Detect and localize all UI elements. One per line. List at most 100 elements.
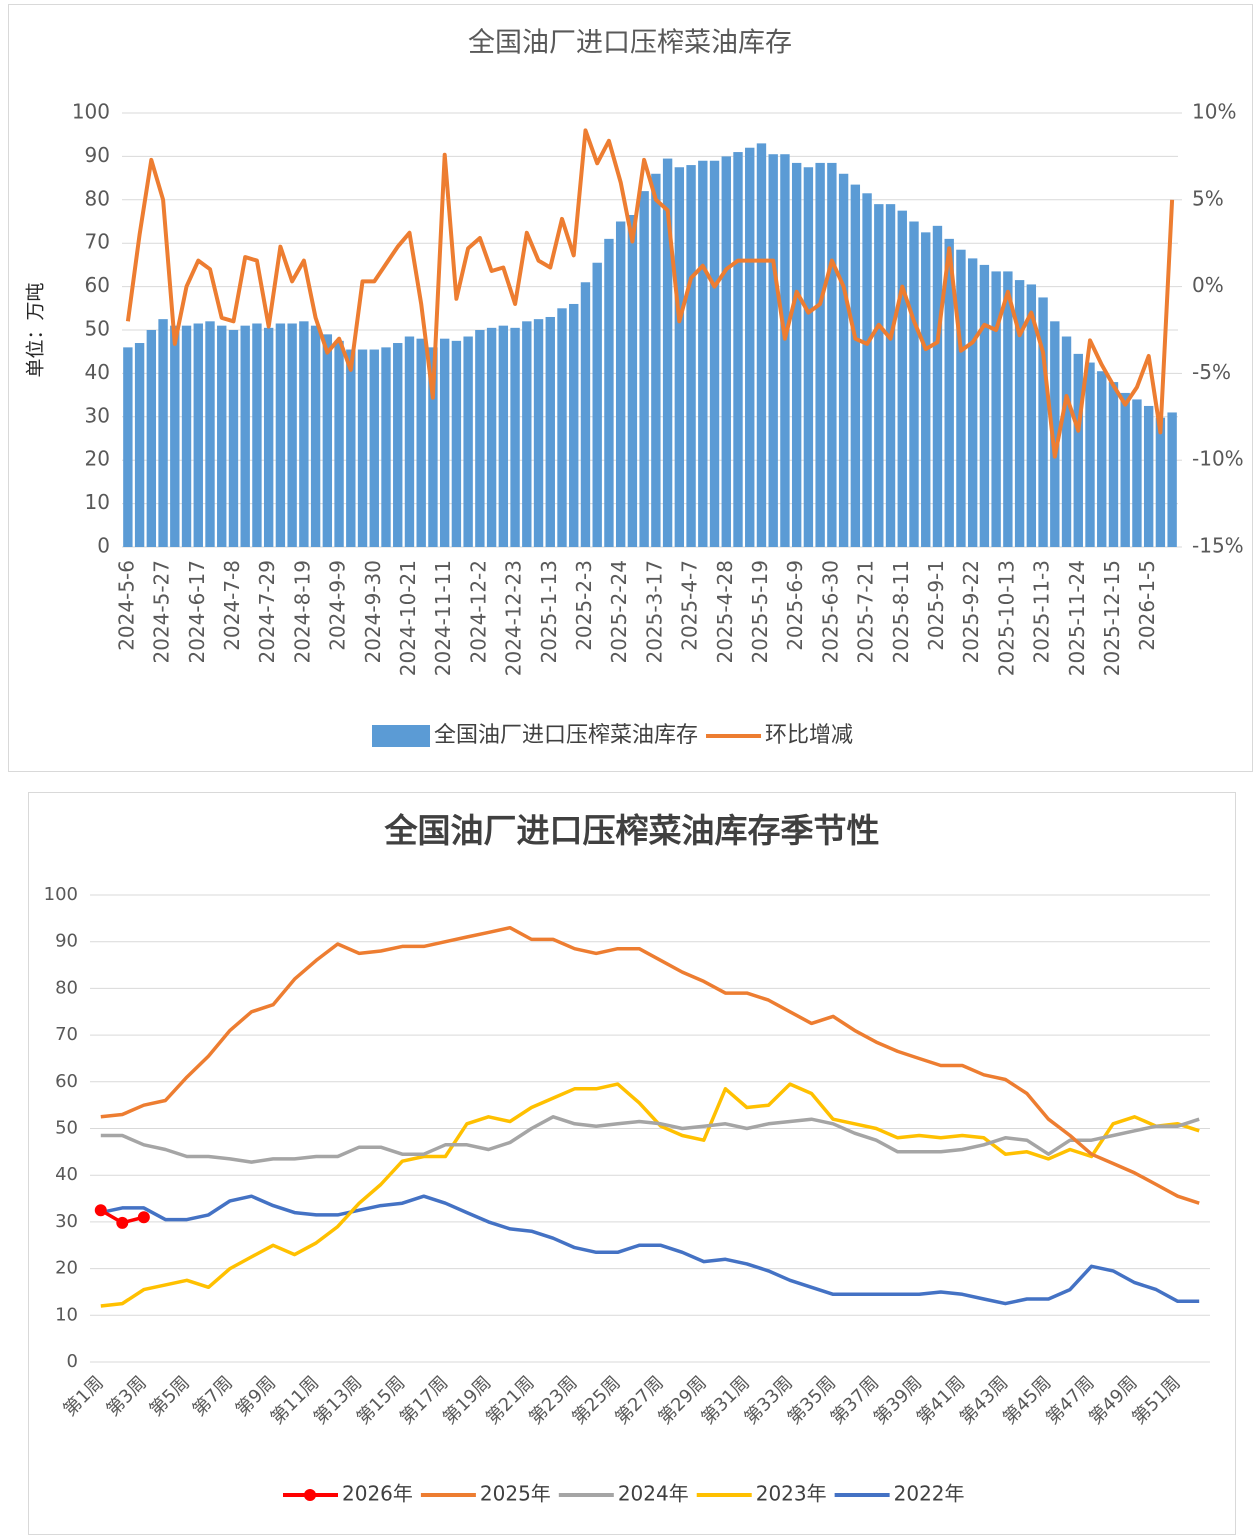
x-tick-label: 2024-12-2 — [466, 560, 490, 664]
line-series — [100, 1115, 1200, 1164]
line-series — [100, 1194, 1200, 1306]
bar — [991, 271, 1001, 547]
y-tick-label: 0 — [97, 534, 110, 558]
bar — [1167, 412, 1177, 547]
bar — [486, 327, 497, 547]
y-tick-label: 90 — [85, 143, 110, 167]
y-tick-label: 10 — [85, 490, 110, 514]
bar — [592, 262, 602, 547]
x-tick-label: 2024-7-29 — [255, 560, 279, 664]
bar — [651, 173, 661, 547]
bar — [439, 338, 450, 547]
bar — [1085, 362, 1095, 547]
legend-label: 2025年 — [480, 1482, 551, 1506]
y-tick-label: 20 — [55, 1258, 78, 1279]
x-tick-label: 2024-9-9 — [326, 560, 350, 651]
x-tick-label: 2025-8-11 — [889, 560, 913, 664]
x-tick-label: 2025-11-24 — [1065, 560, 1089, 676]
bar — [1155, 417, 1166, 547]
bar — [252, 323, 262, 547]
bar — [404, 336, 415, 547]
bar — [1120, 392, 1130, 547]
bar — [240, 325, 250, 547]
bar — [263, 327, 274, 547]
x-tick-label: 2025-1-13 — [537, 560, 561, 664]
x-tick-label: 2025-6-9 — [783, 560, 807, 651]
line-marker — [94, 1204, 107, 1217]
bar — [428, 347, 438, 547]
bar — [721, 156, 731, 547]
bar — [803, 167, 814, 547]
y-tick-label: 90 — [55, 931, 78, 952]
x-tick-label: 2025-2-24 — [607, 560, 631, 664]
x-tick-label: 2024-11-11 — [431, 560, 455, 676]
legend-label: 环比增减 — [765, 723, 853, 748]
bar — [134, 343, 145, 547]
y-tick-label: 70 — [55, 1024, 78, 1045]
bar — [310, 325, 321, 547]
bar — [217, 325, 227, 547]
bar — [615, 221, 626, 547]
x-tick-label: 2025-2-3 — [572, 560, 596, 651]
bar — [451, 340, 462, 547]
x-tick-label: 2024-10-21 — [396, 560, 420, 676]
bar — [967, 258, 978, 547]
line-series — [125, 128, 1175, 459]
bar — [1061, 336, 1072, 547]
chart-title: 全国油厂进口压榨菜油库存 — [468, 28, 792, 59]
bar — [228, 330, 239, 547]
y-tick-label: 0 — [67, 1351, 78, 1372]
bar — [346, 349, 356, 547]
bar — [393, 343, 403, 547]
y-tick-label: 60 — [85, 273, 110, 297]
bar — [850, 184, 861, 548]
bar — [709, 160, 720, 548]
bar — [639, 191, 649, 547]
x-tick-label: 2025-3-17 — [642, 560, 666, 664]
bar — [545, 316, 555, 547]
x-tick-label: 2025-9-22 — [959, 560, 983, 664]
y-axis-label: 单位：万吨 — [25, 282, 47, 377]
bar — [275, 323, 286, 547]
bar — [1108, 382, 1119, 547]
line-marker — [137, 1211, 150, 1224]
bar — [580, 282, 591, 547]
bar — [862, 193, 872, 548]
y-tick-label: 70 — [85, 230, 110, 254]
line-series — [100, 1082, 1200, 1308]
bar — [533, 319, 544, 547]
bar — [815, 162, 825, 547]
bar — [756, 143, 767, 547]
y-tick-label: 40 — [55, 1164, 78, 1185]
x-tick-label: 2024-7-8 — [220, 560, 244, 651]
x-tick-label: 2025-4-7 — [678, 560, 702, 651]
bar — [838, 173, 849, 547]
bar — [662, 158, 673, 547]
bar — [381, 347, 391, 547]
x-tick-label: 2025-5-19 — [748, 560, 772, 664]
bar — [1026, 284, 1037, 547]
y2-tick-label: -15% — [1192, 534, 1244, 558]
y-tick-label: 40 — [85, 360, 110, 384]
y-tick-label: 60 — [55, 1071, 78, 1092]
bar — [686, 165, 696, 547]
x-tick-label: 2025-12-15 — [1100, 560, 1124, 676]
x-tick-label: 2024-6-17 — [185, 560, 209, 664]
bar — [522, 321, 532, 547]
bar — [334, 340, 344, 547]
bar — [956, 249, 966, 547]
legend-marker — [304, 1489, 316, 1501]
y2-tick-label: 0% — [1192, 273, 1224, 297]
y-tick-label: 80 — [85, 186, 110, 210]
bar — [874, 204, 884, 547]
bar — [921, 232, 931, 547]
y-tick-label: 50 — [55, 1118, 78, 1139]
bar — [299, 321, 309, 547]
bar — [827, 162, 837, 547]
y-tick-label: 30 — [55, 1211, 78, 1232]
bar — [604, 238, 614, 548]
bar — [369, 349, 379, 547]
x-tick-label: 2024-9-30 — [361, 560, 385, 664]
x-tick-label: 2025-10-13 — [994, 560, 1018, 676]
